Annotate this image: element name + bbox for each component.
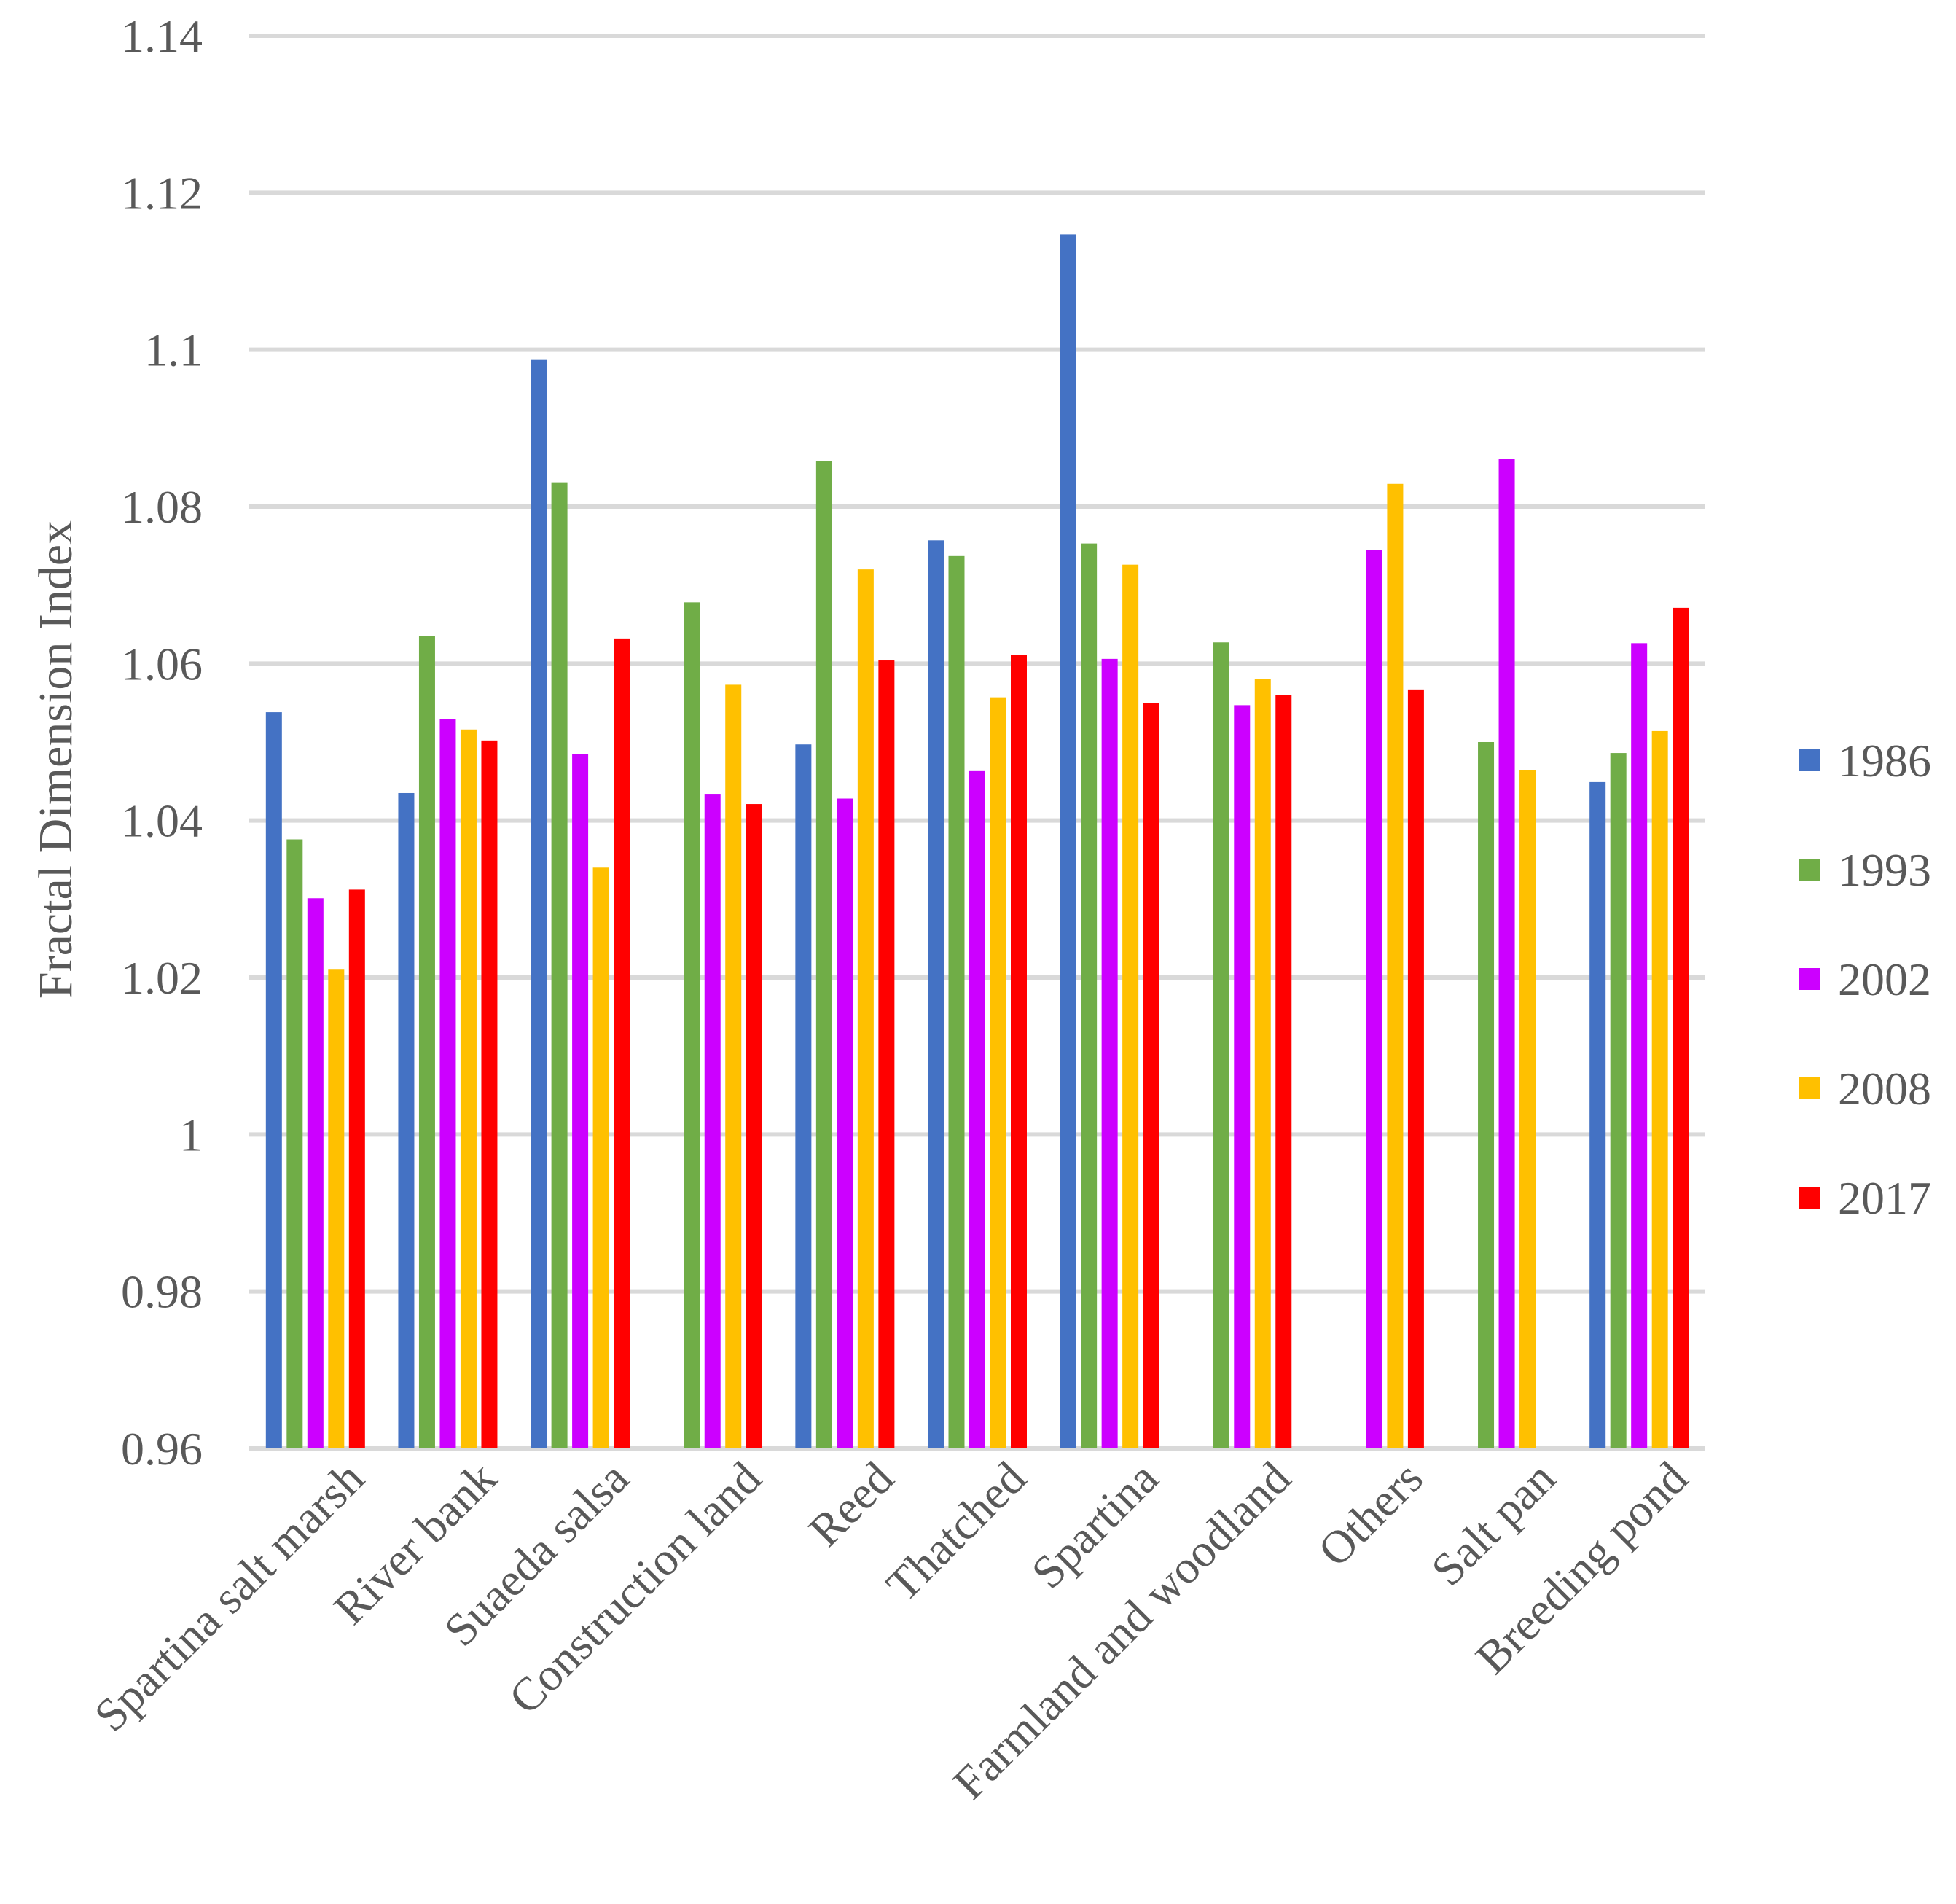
bar: [1407, 689, 1424, 1449]
bar: [439, 719, 456, 1448]
y-tick-label: 1.08: [121, 481, 203, 533]
bar: [531, 359, 547, 1448]
bar: [1143, 703, 1159, 1448]
legend-swatch: [1799, 859, 1820, 881]
bar: [265, 712, 282, 1448]
bar: [1234, 705, 1251, 1448]
bar: [328, 969, 345, 1448]
bar: [969, 770, 985, 1448]
y-tick-label: 1: [179, 1109, 203, 1160]
bar: [592, 867, 609, 1448]
y-tick-label: 0.96: [121, 1423, 203, 1475]
bar: [1275, 695, 1292, 1448]
bar: [572, 754, 589, 1448]
bar: [1498, 459, 1515, 1449]
y-tick-label: 0.98: [121, 1266, 203, 1318]
x-category-label: Others: [1308, 1452, 1433, 1577]
bar: [460, 729, 477, 1448]
bar: [795, 744, 812, 1448]
bar: [878, 660, 895, 1449]
bar: [857, 569, 874, 1449]
x-category-label: Construction land: [498, 1452, 770, 1724]
bar: [307, 898, 324, 1448]
bar: [1387, 483, 1404, 1449]
bar: [614, 638, 630, 1448]
bar: [684, 602, 700, 1449]
bar: [815, 461, 832, 1448]
legend-label: 2008: [1838, 1063, 1931, 1115]
y-tick-label: 1.12: [121, 167, 203, 219]
legend: 1986 1993 2002 2008 2017: [1799, 735, 1931, 1224]
legend-label: 2017: [1838, 1172, 1931, 1224]
legend-swatch: [1799, 749, 1820, 771]
legend-swatch: [1799, 1187, 1820, 1209]
bar: [1060, 234, 1076, 1448]
bar: [1213, 642, 1229, 1448]
bar: [1651, 730, 1668, 1448]
bar: [1631, 643, 1648, 1448]
legend-swatch: [1799, 1077, 1820, 1099]
legend-label: 1993: [1838, 844, 1931, 896]
bar: [704, 794, 721, 1448]
bars: [265, 234, 1689, 1449]
bar: [398, 792, 415, 1448]
bar: [990, 697, 1006, 1448]
bar: [348, 889, 365, 1448]
x-category-label: Thatched: [876, 1452, 1036, 1612]
x-category-label: Reed: [799, 1452, 903, 1556]
legend-label: 2002: [1838, 953, 1931, 1005]
bar: [725, 684, 742, 1448]
y-tick-label: 1.06: [121, 638, 203, 690]
bar: [1478, 742, 1495, 1448]
y-tick-label: 1.02: [121, 952, 203, 1004]
bar: [1589, 781, 1606, 1448]
legend-label: 1986: [1838, 735, 1931, 787]
bar: [481, 740, 498, 1448]
y-axis-ticks: 0.96 0.98 1 1.02 1.04 1.06 1.08 1.1 1.12 1.14: [121, 10, 203, 1475]
bar: [1610, 753, 1627, 1448]
bar: [1122, 564, 1139, 1448]
bar: [746, 804, 762, 1448]
y-tick-label: 1.04: [121, 795, 203, 847]
y-axis-title: Fractal Dimension Index: [29, 520, 82, 999]
bar: [1366, 550, 1382, 1448]
bar: [286, 839, 303, 1448]
bar: [418, 636, 435, 1448]
legend-swatch: [1799, 968, 1820, 990]
bar: [1254, 679, 1271, 1448]
bar: [1519, 770, 1536, 1448]
bar: [1673, 607, 1689, 1448]
bar: [551, 482, 568, 1449]
bar: [948, 555, 965, 1448]
y-tick-label: 1.14: [121, 10, 203, 62]
bar: [837, 798, 853, 1448]
bar: [1011, 655, 1027, 1448]
bar: [928, 540, 944, 1449]
bar: [1101, 658, 1118, 1449]
y-tick-label: 1.1: [144, 324, 203, 376]
bar: [1081, 543, 1098, 1449]
